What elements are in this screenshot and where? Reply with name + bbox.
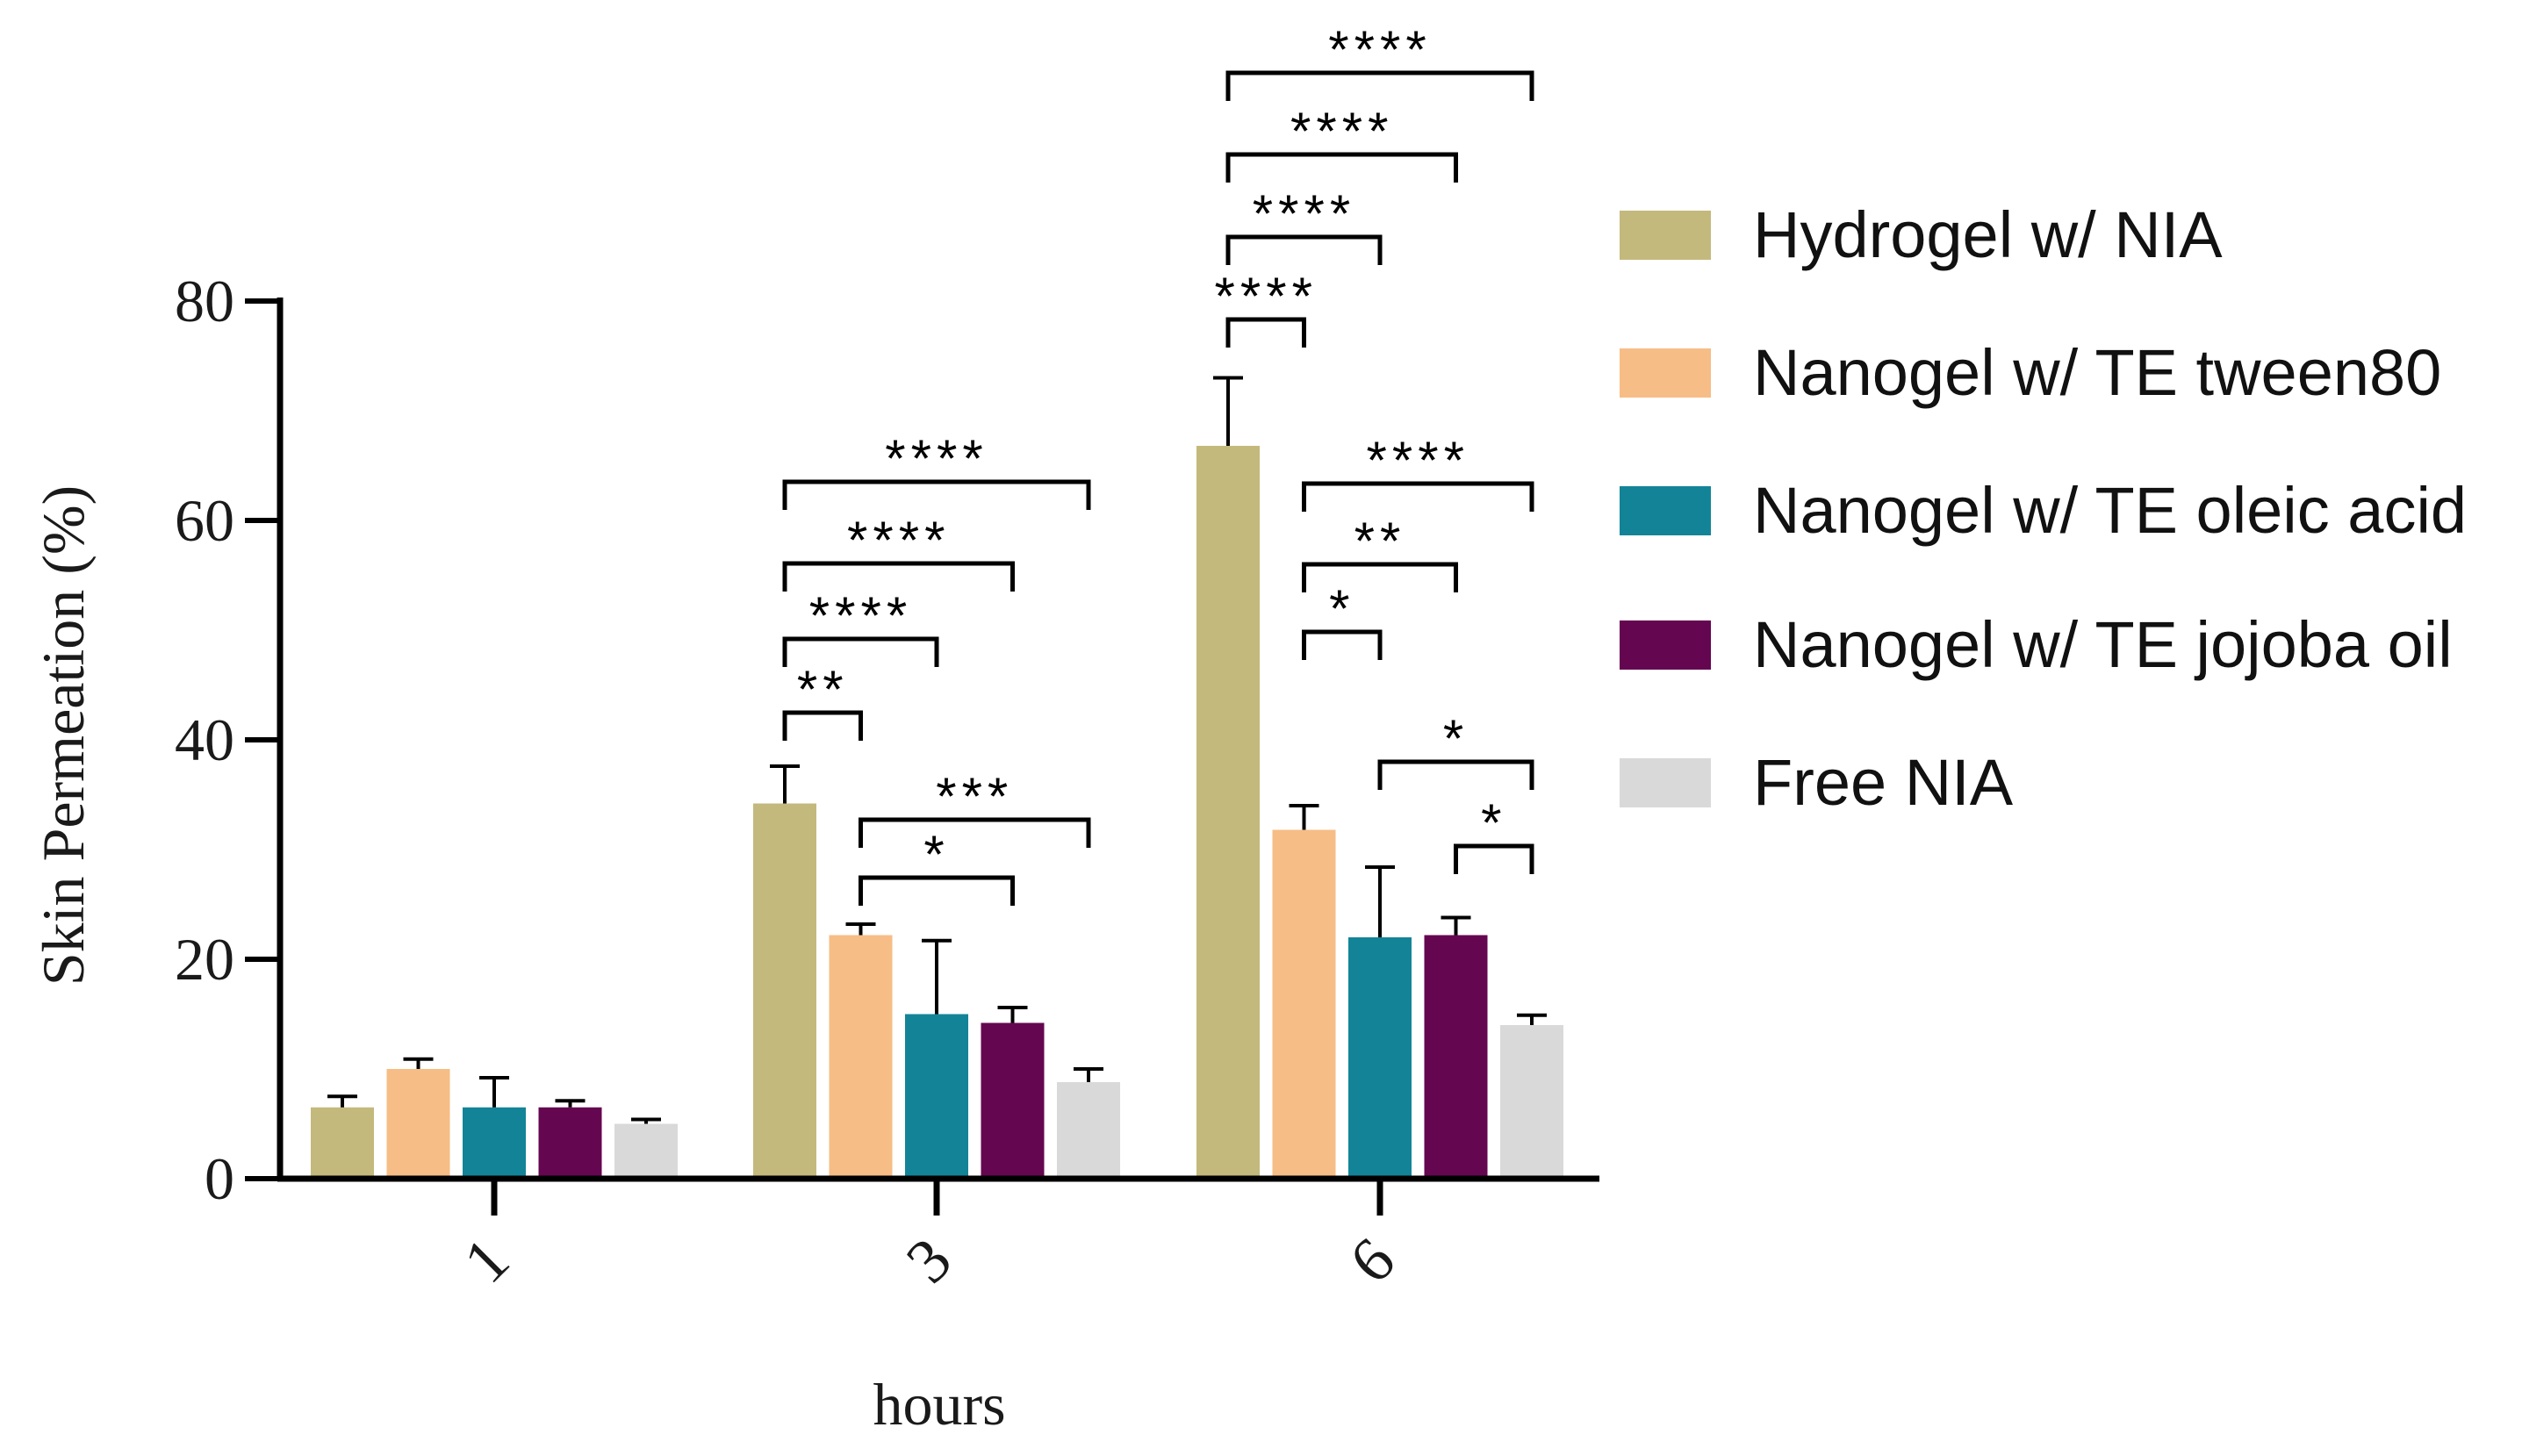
legend-item-2: Nanogel w/ TE oleic acid [1620, 474, 2467, 547]
significance-bracket-9: **** [1225, 20, 1534, 101]
bar-2-1 [463, 1107, 526, 1179]
significance-bracket-13: * [1377, 709, 1534, 790]
bar-3-1 [538, 1107, 602, 1179]
significance-label-12: **** [1367, 431, 1469, 490]
significance-bracket-8: **** [1225, 102, 1458, 183]
significance-bracket-14: * [1454, 793, 1534, 874]
significance-label-14: * [1481, 793, 1506, 852]
significance-label-13: * [1443, 709, 1469, 768]
error-bar-4-6 [1517, 1013, 1547, 1025]
bar-2-3 [905, 1014, 968, 1179]
significance-bracket-2: **** [782, 511, 1015, 592]
bar-3-6 [1424, 935, 1488, 1179]
error-bar-0-6 [1213, 376, 1243, 446]
legend-item-1: Nanogel w/ TE tween80 [1620, 336, 2441, 409]
bar-1-6 [1272, 829, 1336, 1179]
legend-label-1: Nanogel w/ TE tween80 [1753, 336, 2441, 409]
y-tick-label-40: 40 [175, 706, 234, 773]
error-bar-2-1 [479, 1076, 509, 1108]
significance-label-9: **** [1328, 20, 1431, 79]
legend-label-3: Nanogel w/ TE jojoba oil [1753, 608, 2453, 681]
legend-label-2: Nanogel w/ TE oleic acid [1753, 474, 2467, 547]
error-bar-1-6 [1289, 804, 1319, 830]
y-tick-label-20: 20 [175, 926, 234, 993]
error-bar-4-3 [1074, 1067, 1103, 1082]
x-tick-label-3: 3 [893, 1224, 965, 1296]
significance-label-8: **** [1290, 102, 1393, 161]
significance-bracket-10: * [1302, 579, 1383, 660]
significance-bracket-11: ** [1302, 512, 1458, 592]
significance-label-4: * [923, 825, 949, 884]
bar-3-3 [981, 1022, 1045, 1179]
legend-item-3: Nanogel w/ TE jojoba oil [1620, 608, 2453, 681]
legend-swatch-2 [1620, 486, 1711, 535]
legend-label-4: Free NIA [1753, 746, 2014, 819]
significance-label-7: **** [1253, 184, 1355, 243]
significance-label-2: **** [847, 511, 950, 570]
bar-0-3 [753, 803, 816, 1179]
significance-label-10: * [1329, 579, 1354, 638]
error-bar-3-1 [555, 1099, 586, 1108]
bar-4-3 [1057, 1082, 1120, 1179]
bar-0-1 [311, 1107, 374, 1179]
y-tick-label-0: 0 [205, 1145, 234, 1212]
significance-bracket-1: **** [782, 586, 939, 667]
legend-item-4: Free NIA [1620, 746, 2014, 819]
significance-label-11: ** [1354, 512, 1406, 570]
y-tick-label-80: 80 [175, 268, 234, 334]
significance-label-6: **** [1215, 267, 1318, 326]
bar-1-1 [386, 1069, 450, 1179]
legend: Hydrogel w/ NIA Nanogel w/ TE tween80 Nano… [1620, 198, 2467, 819]
y-axis-label: Skin Permeation (%) [30, 485, 97, 986]
legend-item-0: Hydrogel w/ NIA [1620, 198, 2223, 271]
bar-0-6 [1196, 446, 1260, 1179]
x-tick-label-1: 1 [450, 1224, 522, 1296]
significance-bracket-5: *** [859, 767, 1091, 848]
error-bar-3-3 [997, 1006, 1028, 1023]
legend-label-0: Hydrogel w/ NIA [1753, 198, 2223, 271]
significance-label-5: *** [936, 767, 1013, 826]
significance-bracket-12: **** [1302, 431, 1534, 512]
x-tick-label-6: 6 [1336, 1224, 1408, 1296]
significance-label-3: **** [885, 429, 988, 488]
significance-bracket-0: ** [782, 660, 863, 741]
significance-bracket-3: **** [782, 429, 1091, 510]
error-bar-2-3 [922, 938, 952, 1015]
error-bar-1-1 [403, 1057, 434, 1069]
significance-annotations: ****************************************… [782, 20, 1534, 906]
significance-bracket-4: * [859, 825, 1015, 906]
bars-layer [311, 446, 1563, 1179]
error-bar-0-3 [770, 764, 800, 804]
error-bar-1-3 [845, 922, 876, 936]
legend-swatch-0 [1620, 211, 1711, 260]
significance-label-0: ** [797, 660, 849, 719]
error-bar-0-1 [327, 1094, 357, 1108]
bar-4-1 [614, 1123, 678, 1179]
legend-swatch-3 [1620, 620, 1711, 670]
x-axis-label: hours [873, 1371, 1005, 1438]
legend-swatch-1 [1620, 348, 1711, 398]
error-bars-layer [327, 376, 1547, 1124]
legend-swatch-4 [1620, 758, 1711, 807]
error-bar-3-6 [1441, 915, 1471, 936]
bar-4-6 [1500, 1025, 1563, 1179]
significance-bracket-6: **** [1215, 267, 1318, 348]
bar-2-6 [1348, 937, 1412, 1179]
significance-label-1: **** [809, 586, 912, 645]
error-bar-4-1 [631, 1117, 661, 1124]
error-bar-2-6 [1365, 865, 1395, 937]
y-tick-label-60: 60 [175, 487, 234, 554]
bar-1-3 [829, 935, 893, 1179]
significance-bracket-7: **** [1225, 184, 1383, 265]
